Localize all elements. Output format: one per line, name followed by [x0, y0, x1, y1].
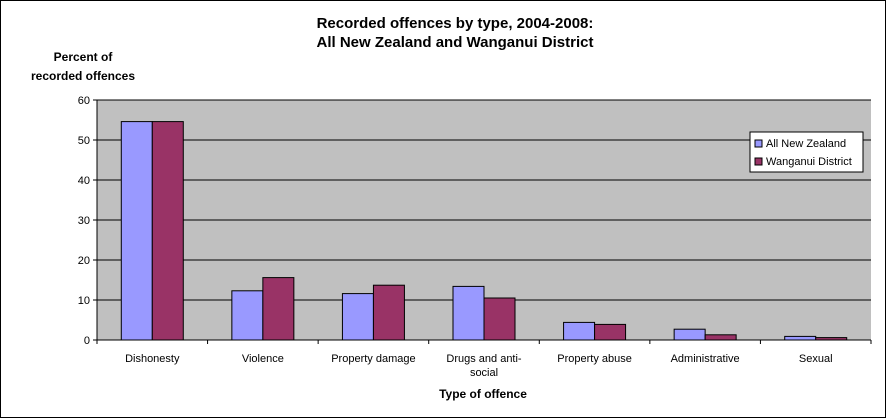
legend-label: Wanganui District — [766, 156, 852, 168]
bar — [594, 323, 627, 341]
bar — [563, 321, 596, 341]
x-category-label: Property damage — [331, 353, 415, 365]
legend-swatch — [754, 157, 763, 166]
y-tick-label: 10 — [78, 295, 90, 307]
bar — [452, 285, 485, 341]
x-category-label: Violence — [242, 353, 284, 365]
y-tick-label: 50 — [78, 135, 90, 147]
gridlines — [97, 99, 871, 301]
bar — [372, 284, 405, 341]
legend-box — [749, 131, 864, 173]
y-tick-label: 60 — [78, 95, 90, 107]
y-tick-label: 30 — [78, 215, 90, 227]
axes: 0 10 20 30 40 50 60 Dishonesty Violence Property … — [78, 95, 872, 379]
bar — [151, 121, 184, 341]
x-category-label: Property abuse — [557, 353, 632, 365]
bars — [120, 121, 848, 341]
y-tick-label: 20 — [78, 255, 90, 267]
y-tick-label: 40 — [78, 175, 90, 187]
bar — [231, 290, 264, 341]
bar — [784, 335, 817, 341]
x-category-label: social — [470, 367, 498, 379]
legend-label: All New Zealand — [766, 138, 846, 150]
y-axis-label-line-1: Percent of — [54, 50, 114, 64]
y-axis-label-line-2: recorded offences — [31, 69, 135, 83]
x-category-label: Sexual — [799, 353, 833, 365]
x-category-label: Drugs and anti- — [446, 353, 522, 365]
x-category-label: Dishonesty — [125, 353, 180, 365]
bar — [704, 334, 737, 341]
legend: All New Zealand Wanganui District — [749, 131, 864, 173]
chart-title: Recorded offences by type, 2004-2008: — [317, 15, 594, 32]
legend-swatch — [754, 139, 763, 148]
bar — [341, 293, 374, 341]
bar — [673, 328, 706, 341]
bar — [120, 121, 153, 341]
chart-subtitle: All New Zealand and Wanganui District — [317, 34, 594, 51]
bar — [483, 297, 516, 341]
x-axis-label: Type of offence — [439, 387, 527, 401]
bar — [262, 277, 295, 341]
y-tick-label: 0 — [84, 335, 90, 347]
x-category-label: Administrative — [671, 353, 740, 365]
